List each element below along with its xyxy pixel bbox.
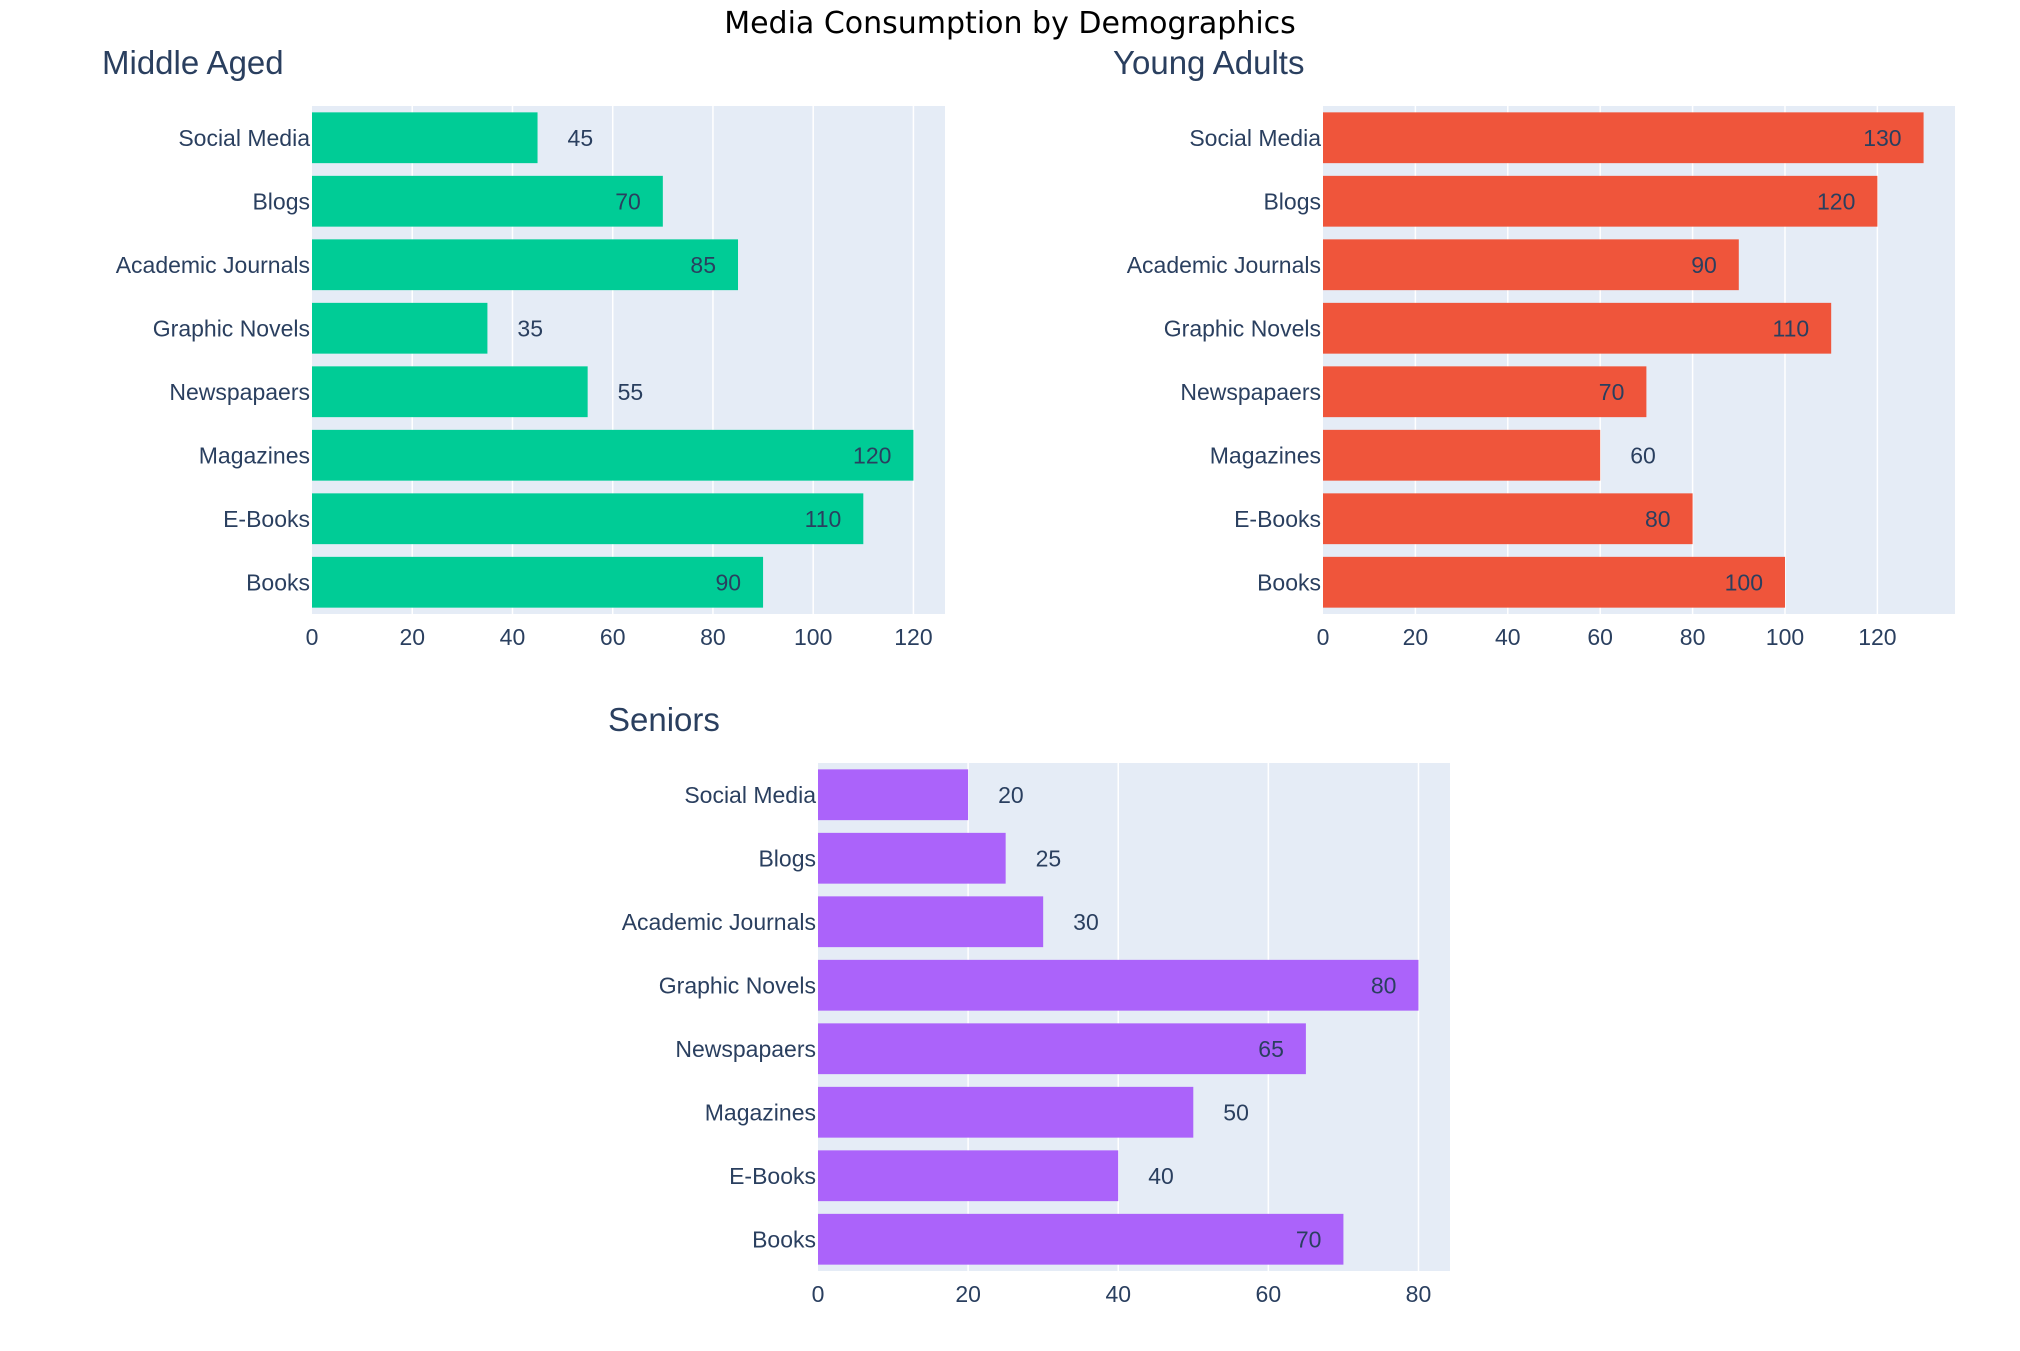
category-label: Academic Journals (622, 909, 816, 935)
data-label: 30 (1073, 909, 1099, 935)
category-label: Graphic Novels (153, 315, 310, 341)
subplot-seniors: Seniors Books 70 E-Books 40 Magazines 50 Newspa… (608, 701, 1450, 1307)
bar-newspapaers (312, 366, 588, 418)
category-label: E-Books (223, 506, 310, 532)
x-tick-label: 40 (1105, 1281, 1131, 1307)
bar-magazines (312, 429, 914, 481)
category-label: Social Media (684, 782, 816, 808)
bar-blogs (1323, 175, 1878, 227)
category-label: Magazines (705, 1099, 816, 1125)
x-tick-label: 0 (1317, 624, 1330, 650)
bar-magazines (818, 1086, 1194, 1138)
x-tick-label: 80 (1406, 1281, 1432, 1307)
data-label: 35 (517, 315, 543, 341)
bar-magazines (1323, 429, 1601, 481)
x-tick-label: 120 (894, 624, 932, 650)
bar-social-media (818, 769, 969, 821)
bar-e-books (1323, 493, 1693, 545)
x-tick-label: 20 (1403, 624, 1429, 650)
bar-books (312, 556, 764, 608)
data-label: 120 (853, 442, 891, 468)
data-label: 110 (1773, 315, 1810, 341)
category-label: Magazines (1210, 442, 1321, 468)
x-tick-label: 80 (700, 624, 726, 650)
subplot-title: Middle Aged (102, 44, 284, 81)
x-tick-label: 60 (1256, 1281, 1282, 1307)
x-tick-label: 60 (600, 624, 626, 650)
category-label: E-Books (729, 1163, 816, 1189)
category-label: Blogs (252, 188, 310, 214)
data-label: 100 (1725, 569, 1763, 595)
data-label: 50 (1223, 1099, 1249, 1125)
x-tick-label: 40 (1495, 624, 1521, 650)
data-label: 80 (1371, 972, 1397, 998)
x-tick-label: 20 (399, 624, 425, 650)
x-tick-label: 40 (500, 624, 526, 650)
subplot-middle-aged: Middle Aged Books 90 E-Books 110 Magazines 120… (102, 44, 945, 650)
category-label: Newspapaers (169, 379, 310, 405)
category-label: Books (752, 1226, 816, 1252)
x-tick-label: 0 (812, 1281, 825, 1307)
category-label: Academic Journals (1127, 252, 1321, 278)
data-label: 90 (715, 569, 741, 595)
bar-e-books (312, 493, 864, 545)
data-label: 25 (1036, 845, 1062, 871)
bar-blogs (818, 832, 1006, 884)
bar-e-books (818, 1150, 1119, 1202)
bar-academic-journals (312, 239, 739, 291)
data-label: 80 (1645, 506, 1671, 532)
bar-graphic-novels (818, 959, 1419, 1011)
category-label: Social Media (1189, 125, 1321, 151)
data-label: 65 (1258, 1036, 1284, 1062)
subplot-title: Young Adults (1113, 44, 1304, 81)
subplot-young-adults: Young Adults Books 100 E-Books 80 Magazines 60… (1113, 44, 1955, 650)
bar-graphic-novels (1323, 302, 1832, 354)
data-label: 110 (805, 506, 842, 532)
category-label: Newspapaers (675, 1036, 816, 1062)
category-label: Graphic Novels (1164, 315, 1321, 341)
category-label: Books (1257, 569, 1321, 595)
data-label: 20 (998, 782, 1024, 808)
x-tick-label: 20 (955, 1281, 981, 1307)
data-label: 130 (1863, 125, 1901, 151)
category-label: Blogs (1263, 188, 1321, 214)
data-label: 55 (618, 379, 644, 405)
bar-newspapaers (818, 1023, 1306, 1075)
data-label: 90 (1691, 252, 1717, 278)
data-label: 60 (1630, 442, 1656, 468)
category-label: E-Books (1234, 506, 1321, 532)
subplot-title: Seniors (608, 701, 720, 738)
category-label: Social Media (178, 125, 310, 151)
bar-newspapaers (1323, 366, 1647, 418)
data-label: 45 (568, 125, 594, 151)
category-label: Academic Journals (116, 252, 310, 278)
bar-academic-journals (1323, 239, 1739, 291)
x-tick-label: 120 (1858, 624, 1896, 650)
x-tick-label: 80 (1680, 624, 1706, 650)
x-tick-label: 0 (306, 624, 319, 650)
data-label: 85 (690, 252, 716, 278)
data-label: 120 (1817, 188, 1855, 214)
data-label: 70 (1599, 379, 1625, 405)
category-label: Newspapaers (1180, 379, 1321, 405)
data-label: 70 (1296, 1226, 1322, 1252)
x-tick-label: 100 (1766, 624, 1804, 650)
x-tick-label: 100 (794, 624, 832, 650)
bar-social-media (312, 112, 538, 164)
data-label: 40 (1148, 1163, 1174, 1189)
x-tick-label: 60 (1587, 624, 1613, 650)
bar-graphic-novels (312, 302, 488, 354)
category-label: Graphic Novels (659, 972, 816, 998)
bar-books (1323, 556, 1785, 608)
bar-blogs (312, 175, 663, 227)
category-label: Books (246, 569, 310, 595)
category-label: Blogs (758, 845, 816, 871)
bar-social-media (1323, 112, 1924, 164)
chart-title: Media Consumption by Demographics (724, 6, 1296, 41)
data-label: 70 (615, 188, 641, 214)
bar-books (818, 1213, 1344, 1265)
category-label: Magazines (199, 442, 310, 468)
bar-academic-journals (818, 896, 1044, 948)
